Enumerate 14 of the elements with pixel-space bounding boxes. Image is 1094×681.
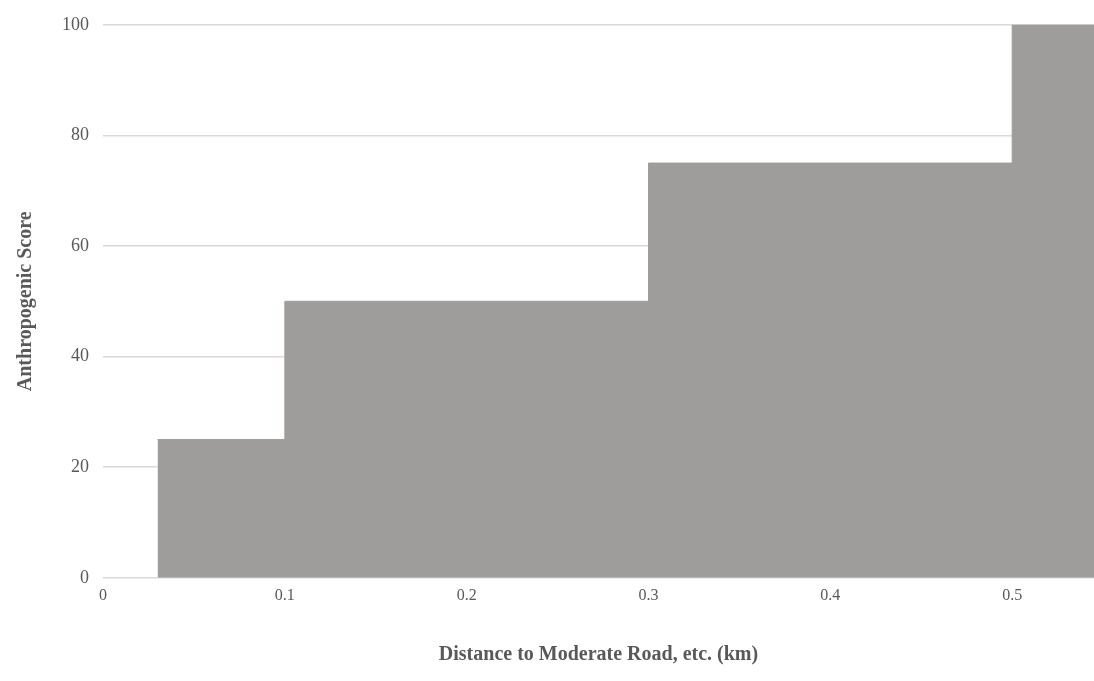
y-tick-label: 60 [71, 234, 89, 255]
x-tick-label: 0.4 [820, 585, 841, 603]
y-tick-label: 40 [71, 345, 89, 366]
y-tick-label: 100 [62, 13, 89, 34]
y-tick-label: 80 [71, 124, 89, 145]
x-axis-title: Distance to Moderate Road, etc. (km) [438, 642, 759, 666]
y-axis-title: Anthropogenic Score [13, 211, 37, 392]
x-tick-label: 0 [99, 585, 107, 603]
x-tick-label: 0.5 [1002, 585, 1023, 603]
x-tick-label: 0.3 [638, 585, 659, 603]
y-tick-label: 20 [71, 455, 89, 476]
y-tick-label: 0 [80, 566, 89, 587]
x-tick-label: 0.1 [274, 585, 295, 603]
x-tick-label: 0.2 [456, 585, 477, 603]
